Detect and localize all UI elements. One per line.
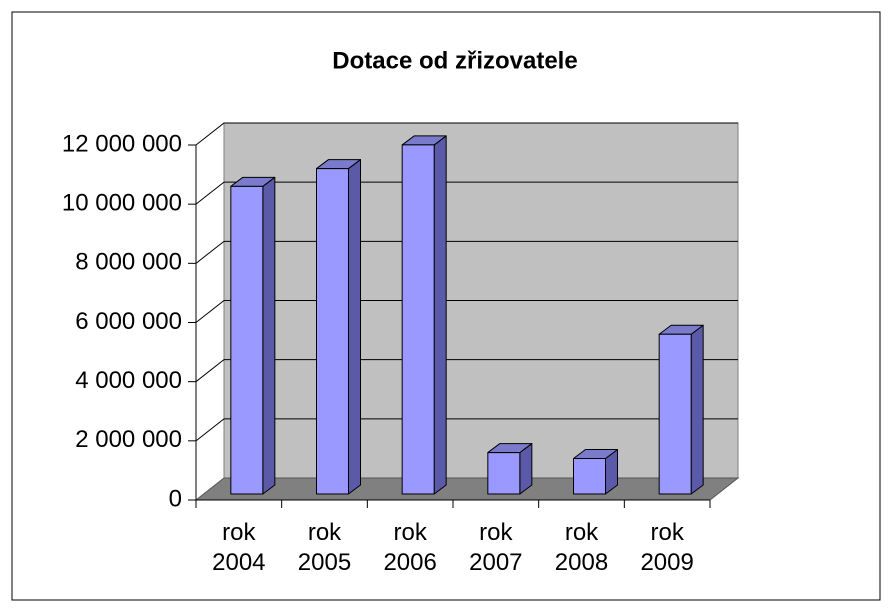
- bar-front: [573, 458, 606, 495]
- bar-side: [262, 176, 276, 495]
- grid-line: [195, 122, 738, 146]
- floor: [194, 477, 740, 501]
- y-tick-label: 10 000 000: [62, 190, 182, 217]
- bar-front: [487, 452, 521, 495]
- bar-side: [348, 159, 361, 495]
- bar-front: [658, 333, 692, 495]
- bar-front: [401, 144, 435, 495]
- bar: [573, 449, 618, 495]
- bar: [658, 324, 704, 495]
- x-tick-label: rok 2006: [383, 519, 437, 576]
- y-tick-label: 0: [169, 485, 182, 512]
- x-tick-label: rok 2007: [469, 519, 523, 576]
- grid-line: [195, 300, 738, 323]
- bar-front: [316, 168, 349, 495]
- y-tick-label: 6 000 000: [75, 308, 182, 335]
- bar-front: [230, 185, 264, 495]
- bar: [487, 443, 533, 495]
- x-tick-label: rok 2009: [640, 519, 694, 576]
- grid-line: [195, 181, 738, 205]
- x-tick-label: rok 2008: [554, 519, 609, 576]
- bar: [230, 176, 276, 495]
- y-tick-label: 4 000 000: [75, 367, 182, 394]
- y-tick-label: 12 000 000: [62, 130, 182, 157]
- x-tick-label: rok 2004: [212, 519, 266, 576]
- x-tick-label: rok 2005: [297, 519, 352, 576]
- grid-line: [195, 359, 738, 383]
- grid-line: [195, 240, 738, 264]
- y-tick-label: 8 000 000: [75, 249, 182, 276]
- chart-title: Dotace od zřizovatele: [332, 47, 577, 74]
- bar: [401, 135, 447, 495]
- grid-line: [195, 418, 738, 442]
- y-tick-label: 2 000 000: [75, 426, 182, 453]
- bar-side: [690, 324, 704, 495]
- bar: [316, 159, 361, 495]
- bar-side: [433, 135, 447, 495]
